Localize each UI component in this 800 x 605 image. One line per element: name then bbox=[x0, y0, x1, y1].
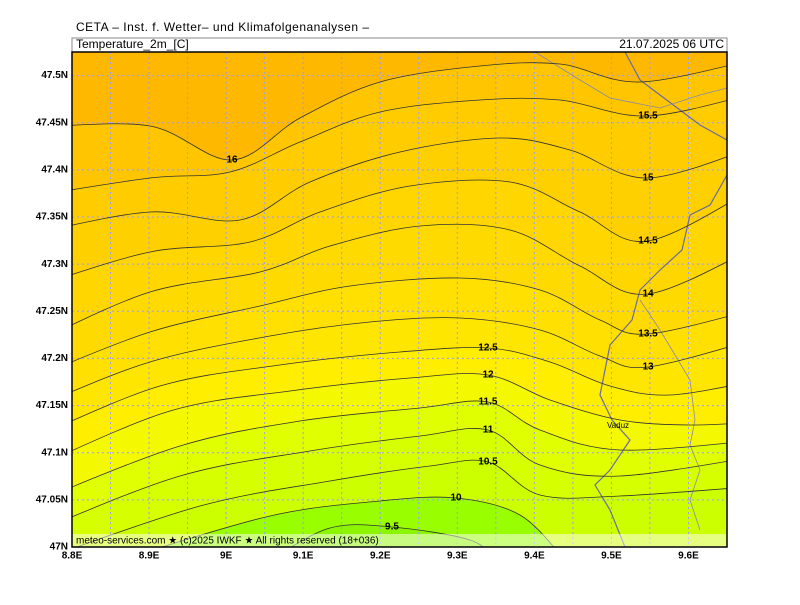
x-tick-label: 9.4E bbox=[524, 551, 545, 562]
isotherm-label: 11.5 bbox=[479, 397, 498, 408]
isotherm bbox=[72, 347, 727, 422]
isotherm-label: 15.5 bbox=[638, 111, 658, 122]
y-tick-label: 47.05N bbox=[36, 494, 68, 505]
x-tick-label: 9.6E bbox=[678, 551, 699, 562]
timestamp: 21.07.2025 06 UTC bbox=[619, 37, 724, 51]
isotherm bbox=[72, 428, 727, 518]
isotherm-label: 16 bbox=[226, 155, 238, 166]
isotherm bbox=[72, 179, 727, 275]
y-tick-label: 47.25N bbox=[36, 306, 68, 317]
x-tick-label: 9.5E bbox=[601, 551, 622, 562]
y-tick-label: 47N bbox=[50, 542, 68, 553]
isotherm-label: 14 bbox=[642, 289, 654, 300]
isotherm bbox=[72, 223, 727, 326]
x-tick-label: 9.2E bbox=[370, 551, 391, 562]
y-tick-label: 47.4N bbox=[41, 164, 68, 175]
isotherm-label: 9.5 bbox=[385, 522, 399, 533]
title: CETA – Inst. f. Wetter– und Klimafolgena… bbox=[76, 20, 370, 34]
y-tick-label: 47.15N bbox=[36, 400, 68, 411]
isotherm-label: 14.5 bbox=[638, 236, 658, 247]
isotherm-label: 11 bbox=[483, 425, 494, 436]
contours bbox=[72, 62, 727, 547]
isotherm-label: 12.5 bbox=[478, 343, 498, 354]
border bbox=[624, 52, 727, 141]
isotherm bbox=[72, 317, 727, 393]
isotherm bbox=[160, 496, 555, 547]
x-tick-label: 9E bbox=[220, 551, 233, 562]
x-tick-label: 9.1E bbox=[293, 551, 314, 562]
subtitle: Temperature_2m_[C] bbox=[76, 37, 189, 51]
y-tick-label: 47.3N bbox=[41, 259, 68, 270]
border bbox=[639, 299, 701, 531]
x-tick-label: 8.8E bbox=[62, 551, 83, 562]
isotherm-label: 10 bbox=[450, 493, 462, 504]
isotherm bbox=[72, 400, 727, 488]
place-label: Vaduz bbox=[607, 421, 629, 430]
isotherm bbox=[72, 373, 727, 452]
y-tick-label: 47.5N bbox=[41, 70, 68, 81]
isotherm bbox=[72, 97, 727, 191]
axis-ticks: 8.8E 8.9E 9E 9.1E 9.2E 9.3E 9.4E 9.5E 9.6E 47N 47.… bbox=[36, 70, 699, 561]
isotherm-label: 10.5 bbox=[478, 457, 498, 468]
borders bbox=[534, 52, 727, 547]
isotherm bbox=[72, 137, 727, 226]
isotherm-label: 13 bbox=[642, 362, 654, 373]
footer: meteo-services.com ★ (c)2025 IWKF ★ All … bbox=[76, 536, 379, 547]
y-tick-label: 47.35N bbox=[36, 212, 68, 223]
border bbox=[594, 174, 727, 547]
isotherm bbox=[75, 459, 727, 547]
border bbox=[534, 52, 727, 109]
footer-box bbox=[72, 534, 727, 547]
plot-frame bbox=[71, 51, 728, 548]
isotherm bbox=[72, 62, 727, 161]
y-tick-label: 47.1N bbox=[41, 447, 68, 458]
isotherm bbox=[72, 277, 727, 363]
x-tick-label: 9.3E bbox=[447, 551, 468, 562]
isotherm-label: 13.5 bbox=[638, 329, 658, 340]
temperature-fills bbox=[72, 52, 727, 547]
isotherm-label: 12 bbox=[482, 370, 494, 381]
y-tick-label: 47.2N bbox=[41, 353, 68, 364]
x-tick-label: 8.9E bbox=[139, 551, 160, 562]
isotherm-label: 15 bbox=[642, 173, 654, 184]
y-tick-label: 47.45N bbox=[36, 117, 68, 128]
contour-labels: 16 15.5 15 14.5 14 13.5 13 12.5 12 11.5 11 10.5 10 9.… bbox=[226, 111, 658, 533]
